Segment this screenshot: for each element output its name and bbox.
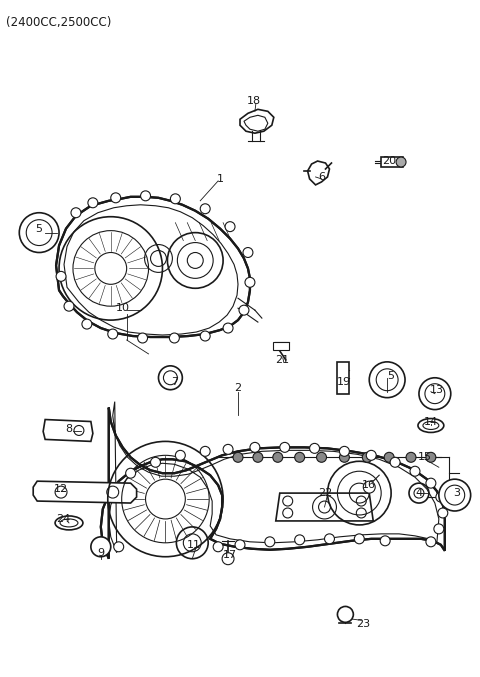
Circle shape: [243, 248, 253, 257]
Text: 16: 16: [362, 480, 376, 490]
Bar: [337, 362, 349, 394]
Circle shape: [337, 607, 353, 622]
Circle shape: [250, 442, 260, 452]
Polygon shape: [43, 420, 93, 441]
Circle shape: [406, 452, 416, 462]
Bar: [273, 342, 288, 350]
Circle shape: [253, 452, 263, 462]
Text: 1: 1: [216, 174, 224, 184]
Circle shape: [366, 450, 376, 460]
Circle shape: [384, 452, 394, 462]
Circle shape: [426, 452, 436, 462]
Circle shape: [108, 329, 118, 339]
Circle shape: [324, 534, 335, 544]
Text: (2400CC,2500CC): (2400CC,2500CC): [6, 16, 112, 29]
Text: 22: 22: [318, 488, 333, 498]
Text: 6: 6: [318, 172, 325, 182]
Circle shape: [265, 537, 275, 547]
Circle shape: [175, 450, 185, 460]
Text: 4: 4: [415, 488, 422, 498]
Circle shape: [225, 221, 235, 232]
Text: 12: 12: [54, 484, 68, 494]
Circle shape: [295, 535, 305, 545]
Polygon shape: [56, 197, 250, 337]
Circle shape: [88, 198, 98, 208]
Polygon shape: [101, 408, 445, 559]
Text: 21: 21: [275, 355, 289, 365]
Circle shape: [114, 542, 124, 552]
Circle shape: [111, 193, 120, 203]
Text: 23: 23: [356, 619, 371, 630]
Circle shape: [200, 331, 210, 341]
Text: 7: 7: [171, 376, 178, 387]
Circle shape: [138, 333, 147, 343]
Text: 5: 5: [388, 371, 395, 380]
Circle shape: [235, 540, 245, 550]
Text: 3: 3: [453, 488, 460, 498]
Circle shape: [339, 446, 349, 456]
Text: 9: 9: [97, 548, 104, 558]
Circle shape: [64, 301, 74, 311]
Circle shape: [436, 492, 446, 502]
Circle shape: [223, 444, 233, 454]
Circle shape: [200, 204, 210, 214]
Circle shape: [239, 305, 249, 315]
Circle shape: [339, 452, 349, 462]
Circle shape: [439, 479, 471, 511]
Circle shape: [222, 552, 234, 565]
Bar: [381, 157, 403, 167]
Circle shape: [126, 468, 136, 478]
Polygon shape: [276, 493, 373, 521]
Circle shape: [434, 524, 444, 534]
Circle shape: [233, 452, 243, 462]
Text: 8: 8: [65, 424, 72, 435]
Circle shape: [71, 208, 81, 218]
Circle shape: [396, 157, 406, 167]
Circle shape: [426, 478, 436, 488]
Text: 24: 24: [56, 514, 70, 524]
Text: 10: 10: [116, 303, 130, 313]
Text: 5: 5: [36, 223, 43, 234]
Circle shape: [390, 457, 400, 467]
Circle shape: [438, 508, 448, 518]
Circle shape: [223, 323, 233, 333]
Circle shape: [295, 452, 305, 462]
Circle shape: [363, 481, 375, 493]
Polygon shape: [33, 481, 137, 503]
Text: 14: 14: [424, 416, 438, 427]
Circle shape: [91, 537, 111, 556]
Circle shape: [426, 537, 436, 547]
Text: 18: 18: [247, 96, 261, 106]
Circle shape: [380, 536, 390, 546]
Circle shape: [273, 452, 283, 462]
Circle shape: [354, 534, 364, 544]
Circle shape: [82, 319, 92, 329]
Circle shape: [169, 333, 180, 343]
Circle shape: [310, 443, 320, 454]
Circle shape: [213, 542, 223, 552]
Text: 11: 11: [187, 540, 201, 550]
Circle shape: [316, 452, 326, 462]
Circle shape: [280, 442, 290, 452]
Circle shape: [158, 366, 182, 390]
Circle shape: [151, 457, 160, 467]
Circle shape: [410, 466, 420, 476]
Circle shape: [170, 194, 180, 204]
Text: 19: 19: [336, 376, 350, 387]
Circle shape: [200, 446, 210, 456]
Circle shape: [141, 191, 151, 201]
Text: 13: 13: [430, 385, 444, 395]
Text: 2: 2: [234, 383, 241, 393]
Circle shape: [56, 271, 66, 282]
Circle shape: [362, 452, 372, 462]
Text: 20: 20: [382, 156, 396, 166]
Circle shape: [245, 278, 255, 287]
Text: 17: 17: [223, 550, 237, 560]
Text: 15: 15: [418, 452, 432, 462]
